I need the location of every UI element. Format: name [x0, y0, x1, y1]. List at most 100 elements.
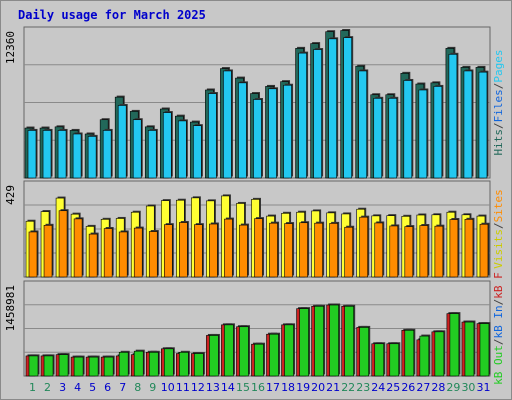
bar-files [268, 88, 277, 179]
legend-entry: / [492, 222, 505, 229]
bar-sites [284, 223, 293, 278]
bar-files [298, 52, 307, 179]
day-label: 18 [281, 381, 295, 394]
bar-kb-in [239, 326, 249, 377]
bar-sites [254, 218, 263, 278]
day-label: 9 [149, 381, 156, 394]
day-label: 30 [461, 381, 475, 394]
bar-files [238, 82, 247, 179]
bar-sites [404, 226, 414, 278]
bar-sites [434, 225, 444, 278]
bar-files [313, 49, 322, 179]
bar-files [388, 98, 398, 179]
chart-title: Daily usage for March 2025 [18, 8, 206, 22]
day-label: 4 [74, 381, 81, 394]
bar-sites [73, 218, 83, 278]
day-label: 11 [176, 381, 190, 394]
bar-files [358, 70, 368, 179]
bar-files [27, 130, 37, 179]
bar-files [343, 37, 352, 179]
bar-files [57, 130, 67, 179]
day-label: 23 [356, 381, 370, 394]
day-label: 24 [371, 381, 385, 394]
panel-2-ymax-label: 429 [4, 185, 17, 205]
bar-files [42, 130, 52, 179]
bar-sites [239, 224, 248, 278]
bar-files [102, 130, 112, 179]
bar-files [208, 93, 217, 179]
day-label: 17 [266, 381, 280, 394]
legend-entry: Files [492, 89, 505, 122]
bar-kb-in [359, 327, 370, 377]
day-label: 2 [44, 381, 51, 394]
legend-entry: / [492, 299, 505, 306]
bar-kb-in [284, 324, 294, 377]
day-label: 21 [326, 381, 340, 394]
bar-kb-in [389, 343, 400, 377]
bar-kb-in [344, 305, 354, 377]
bar-sites [374, 222, 384, 278]
panel-2-legend: Visits/Sites [492, 189, 505, 269]
bar-sites [148, 231, 158, 278]
day-label: 6 [104, 381, 111, 394]
bar-sites [344, 226, 353, 278]
bar-sites [269, 222, 278, 278]
day-label: 16 [251, 381, 265, 394]
bar-files [132, 119, 142, 179]
bar-sites [163, 224, 173, 278]
bar-sites [179, 222, 188, 278]
bar-kb-in [404, 329, 415, 377]
bar-kb-in [374, 343, 385, 377]
bar-files [448, 54, 458, 179]
bar-sites [359, 216, 369, 278]
bar-files [373, 98, 383, 179]
bar-kb-in [449, 313, 460, 377]
day-label: 28 [431, 381, 445, 394]
bar-files [117, 105, 127, 179]
bar-kb-in [269, 333, 279, 377]
legend-entry: / [492, 83, 505, 90]
bar-sites [479, 223, 489, 278]
bar-kb-in [434, 331, 445, 377]
bar-kb-in [479, 323, 490, 377]
bar-sites [299, 222, 308, 278]
day-label: 5 [89, 381, 96, 394]
bar-sites [224, 218, 233, 278]
bar-sites [43, 225, 53, 278]
panel-1-legend: Hits/Files/Pages [492, 50, 505, 156]
day-label: 14 [221, 381, 235, 394]
day-label: 25 [386, 381, 400, 394]
bar-kb-in [419, 335, 430, 377]
day-label: 22 [341, 381, 355, 394]
bar-files [193, 125, 202, 179]
bar-sites [419, 225, 429, 278]
day-label: 19 [296, 381, 310, 394]
bar-files [328, 38, 337, 179]
day-label: 12 [191, 381, 205, 394]
bar-sites [449, 219, 459, 278]
bar-kb-in [209, 335, 219, 377]
bar-sites [389, 225, 399, 278]
bar-kb-in [103, 356, 114, 377]
bar-sites [88, 233, 98, 278]
day-label: 15 [236, 381, 250, 394]
bar-files [87, 136, 97, 179]
bar-kb-in [133, 350, 144, 377]
bar-kb-in [118, 351, 129, 377]
bar-sites [103, 228, 113, 278]
bar-kb-in [58, 354, 69, 377]
bar-sites [28, 231, 38, 278]
legend-entry: Pages [492, 50, 505, 83]
bar-kb-in [299, 308, 309, 377]
legend-entry: Sites [492, 189, 505, 222]
panel-3-ymax-label: 1458981 [4, 285, 17, 331]
bar-files [283, 84, 292, 179]
bar-sites [58, 210, 68, 278]
bar-sites [118, 231, 128, 278]
bar-kb-in [224, 324, 234, 377]
bar-files [478, 71, 488, 179]
bar-sites [194, 224, 203, 278]
bar-kb-in [464, 321, 475, 377]
bar-files [418, 89, 428, 179]
